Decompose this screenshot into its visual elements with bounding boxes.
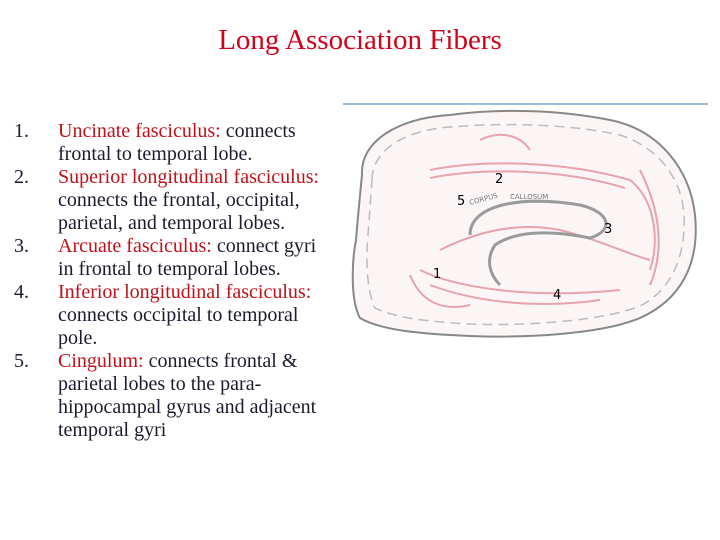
- item-text: connects frontal & parietal lobes to the…: [58, 350, 317, 441]
- figure-word: CALLOSUM: [510, 193, 548, 201]
- list-item: 1. Uncinate fasciculus: connects frontal …: [14, 120, 324, 166]
- item-text: connects frontal to temporal lobe.: [58, 120, 296, 165]
- item-text: connects the frontal, occipital, parieta…: [58, 189, 300, 234]
- item-number: 4.: [14, 281, 29, 303]
- figure-labels: 2 5 3 1 4: [433, 172, 612, 303]
- slide-title: Long Association Fibers: [218, 24, 502, 56]
- item-number: 1.: [14, 120, 29, 142]
- item-term: Cingulum:: [58, 350, 144, 372]
- item-body: Superior longitudinal fasciculus: connec…: [58, 166, 324, 235]
- figure-label: 5: [457, 194, 465, 209]
- item-body: Uncinate fasciculus: connects frontal to…: [58, 120, 324, 166]
- gyri-outline: [366, 123, 685, 326]
- item-number: 3.: [14, 235, 29, 257]
- fiber-list: 1. Uncinate fasciculus: connects frontal …: [14, 120, 324, 442]
- list-item: 3. Arcuate fasciculus: connect gyri in fr…: [14, 235, 324, 281]
- item-term: Inferior longitudinal fasciculus:: [58, 281, 312, 303]
- list-item: 2. Superior longitudinal fasciculus: conn…: [14, 166, 324, 235]
- item-body: Inferior longitudinal fasciculus: connec…: [58, 281, 324, 350]
- fibers: [409, 133, 660, 308]
- figure-label: 2: [495, 172, 503, 187]
- item-term: Uncinate fasciculus:: [58, 120, 221, 142]
- item-term: Arcuate fasciculus:: [58, 235, 212, 257]
- item-term: Superior longitudinal fasciculus:: [58, 166, 320, 188]
- item-body: Cingulum: connects frontal & parietal lo…: [58, 350, 324, 442]
- item-body: Arcuate fasciculus: connect gyri in fron…: [58, 235, 324, 281]
- item-text: connect gyri in frontal to temporal lobe…: [58, 235, 317, 280]
- figure-label: 1: [433, 267, 441, 282]
- figure-label: 4: [553, 288, 561, 303]
- figure-label: 3: [604, 222, 612, 237]
- brain-figure: CORPUS CALLOSUM 2 5 3 1 4: [343, 103, 708, 338]
- item-text: connects occipital to temporal pole.: [58, 304, 299, 349]
- item-number: 2.: [14, 166, 29, 188]
- item-number: 5.: [14, 350, 29, 372]
- brain-outline: [351, 109, 697, 338]
- list-item: 4. Inferior longitudinal fasciculus: conn…: [14, 281, 324, 350]
- corpus-callosum: [468, 199, 608, 287]
- list-item: 5. Cingulum: connects frontal & parietal …: [14, 350, 324, 442]
